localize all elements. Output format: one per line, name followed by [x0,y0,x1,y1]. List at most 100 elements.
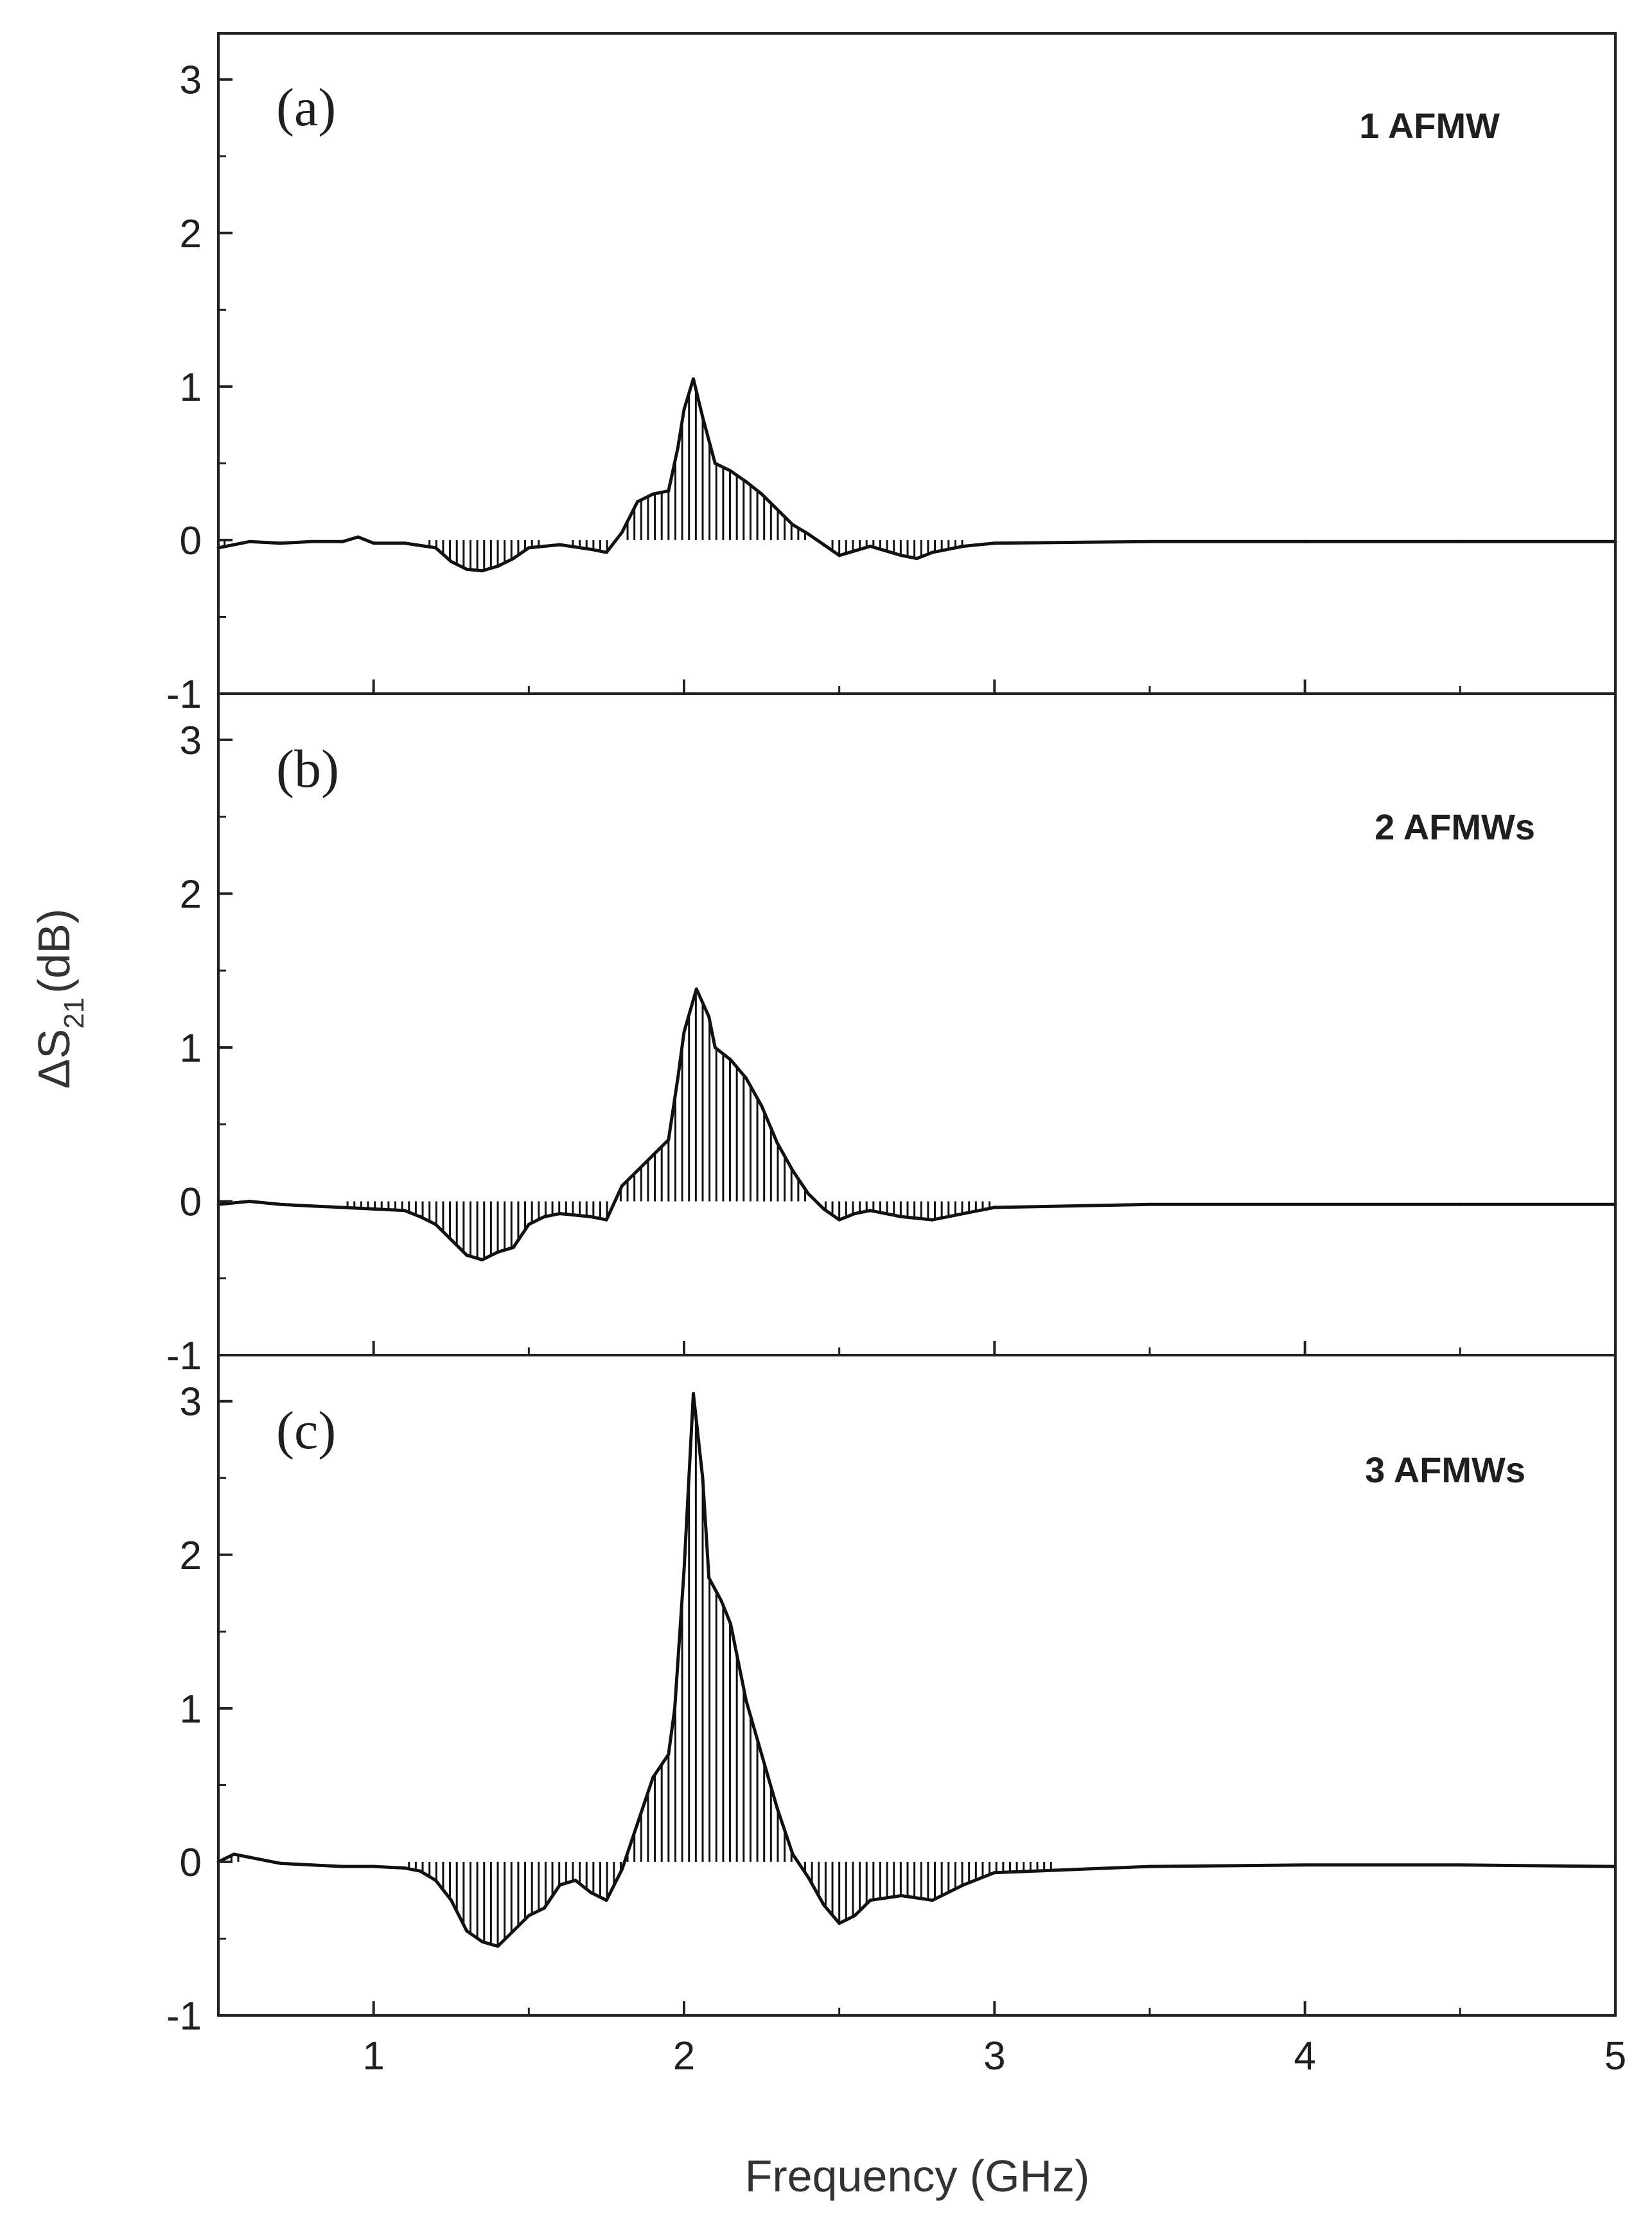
panel-label: (a) [276,78,336,137]
data-point [682,408,686,412]
data-point [496,565,500,568]
data-point [760,1753,764,1757]
data-point [775,507,779,511]
data-point [511,1245,515,1249]
y-tick-label: 0 [180,519,202,563]
data-point [604,1899,608,1902]
data-point [682,1030,686,1034]
data-point [868,1209,872,1213]
data-point [694,987,698,991]
plot-frame [217,1354,1617,2017]
data-point [868,544,872,548]
data-point [279,541,283,545]
data-point [707,1576,711,1580]
data-point [465,1929,469,1933]
data-point [791,523,795,527]
y-tick-label: 1 [180,1687,202,1732]
data-point [620,1184,624,1188]
data-point [527,546,531,550]
y-tick-label: 2 [180,872,202,917]
data-point [822,1207,825,1211]
data-point [511,557,515,561]
data-point [822,543,825,547]
data-point [667,1753,671,1757]
data-point [838,554,841,557]
series-line [218,987,1615,1261]
data-point [465,567,469,571]
data-point [480,569,484,573]
data-point [853,1212,857,1216]
data-point [701,1476,705,1480]
y-tick-label: 0 [180,1841,202,1885]
y-axis-title-subscript: 21 [58,997,90,1029]
data-point [434,546,437,550]
data-point [558,543,562,547]
hatch-fill [230,1416,1052,1947]
y-tick-label: 2 [180,212,202,256]
data-point [527,1222,531,1226]
data-point [434,1222,437,1226]
data-point [729,469,732,473]
data-point [310,1204,313,1208]
data-point [884,549,888,553]
data-point [729,1058,732,1062]
data-point [701,416,705,419]
data-point [1303,1202,1307,1206]
x-tick-label: 4 [1294,2034,1315,2078]
data-point [868,1899,872,1902]
data-point [589,547,593,551]
y-tick-label: 3 [180,58,202,103]
data-point [356,535,360,539]
data-point [692,377,695,381]
data-point [511,1929,515,1933]
data-point [340,539,344,543]
panel-label: (b) [276,739,339,799]
data-point [931,1218,935,1222]
data-point [899,1215,903,1218]
data-point [992,1206,996,1209]
data-point [589,1215,593,1218]
data-point [310,539,313,543]
data-point [279,1861,283,1865]
data-point [838,1922,841,1925]
data-point [673,1706,676,1710]
data-point [1148,1202,1152,1206]
panel-label: (c) [276,1401,336,1460]
data-point [667,489,671,493]
data-point [418,1869,422,1873]
data-point [760,1104,764,1108]
y-tick-label: 3 [180,719,202,763]
data-point [744,480,748,484]
data-point [403,1209,407,1213]
x-tick-label: 1 [362,2034,384,2078]
series-annotation: 2 AFMWs [1375,807,1535,847]
data-point [692,1392,695,1396]
data-point [450,559,453,563]
data-point [480,1258,484,1261]
data-point [1148,539,1152,543]
data-point [1148,1864,1152,1868]
data-point [729,1622,732,1626]
panels: -1 0 1 2 3 (a) 1 AFMW -1 0 1 2 3 (b) 2 AFMWs -1 0 1 2 3 (c)… [166,32,1626,2078]
y-tick-label: -1 [166,672,202,717]
data-point [372,541,376,545]
series-annotation: 1 AFMW [1359,105,1500,146]
data-point [247,1855,251,1859]
data-point [899,1894,903,1898]
data-point [853,1914,857,1918]
data-point [589,1891,593,1895]
data-point [676,446,680,450]
x-tick-label: 3 [983,2034,1005,2078]
data-point [962,1883,965,1887]
data-point [372,1207,376,1211]
data-point [915,557,918,561]
data-point [340,1206,344,1209]
data-point [853,549,857,553]
data-point [496,1944,500,1948]
data-point [247,539,251,543]
data-point [403,541,407,545]
panel-3: -1 0 1 2 3 (c) 3 AFMWs [166,1354,1617,2039]
data-point [707,1015,711,1019]
data-point [713,461,717,465]
